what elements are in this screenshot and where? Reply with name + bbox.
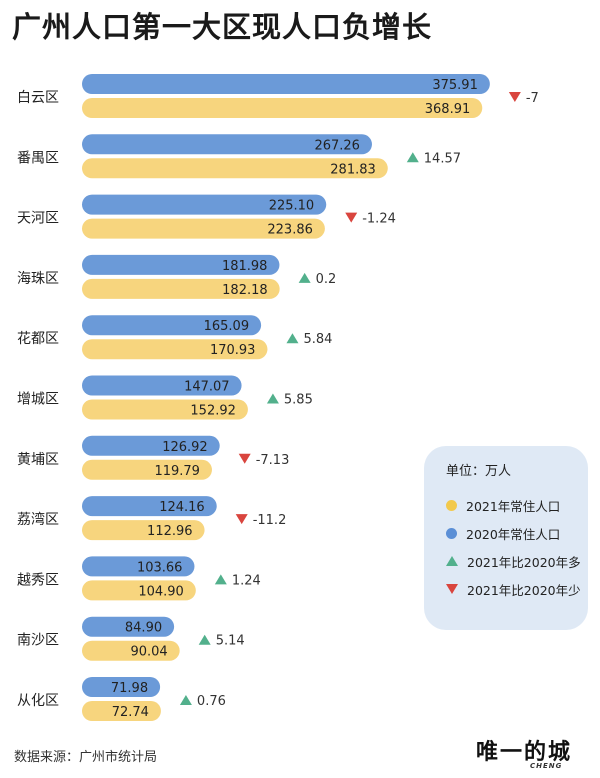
legend-label: 2020年常住人口 [466, 526, 561, 542]
bar-2021 [82, 278, 280, 299]
triangle-down-icon [508, 92, 521, 102]
bar-2021 [82, 339, 268, 360]
value-label: 281.83 [330, 162, 376, 177]
category-label: 天河区 [17, 211, 59, 227]
value-label: 181.98 [222, 259, 268, 274]
value-label: 90.04 [130, 645, 167, 660]
legend-item-increase: 2021年比2020年多 [446, 547, 588, 575]
category-label: 番禺区 [17, 150, 59, 166]
change-label: -11.2 [253, 513, 287, 528]
triangle-up-icon [266, 393, 279, 404]
legend-label: 2021年比2020年多 [467, 554, 581, 570]
triangle-up-icon [446, 556, 458, 566]
triangle-up-icon [298, 272, 311, 283]
value-label: 225.10 [269, 199, 315, 214]
bar-2020 [82, 677, 161, 697]
legend: 单位：万人 2021年常住人口 2020年常住人口 2021年比2020年多 2… [424, 446, 588, 630]
value-label: 223.86 [267, 223, 313, 238]
bar-2020 [82, 315, 262, 336]
change-label: -1.24 [362, 212, 396, 227]
bar-2021 [82, 98, 483, 118]
change-label: 14.57 [424, 151, 461, 166]
bar-2021 [82, 701, 161, 721]
bar-2021 [82, 158, 388, 179]
triangle-up-icon [179, 695, 192, 705]
change-label: -7 [526, 91, 539, 106]
triangle-down-icon [235, 514, 248, 525]
bar-2020 [82, 556, 195, 577]
category-label: 花都区 [17, 331, 59, 347]
data-source: 数据来源：广州市统计局 [14, 750, 158, 765]
value-label: 147.07 [184, 380, 230, 395]
legend-label: 2021年常住人口 [466, 498, 561, 514]
chart-title: 广州人口第一大区现人口负增长 [12, 10, 433, 44]
value-label: 375.91 [432, 78, 478, 93]
triangle-down-icon [238, 453, 251, 464]
category-label: 南沙区 [17, 633, 59, 649]
bar-2020 [82, 74, 490, 94]
brand-logo: 唯一的城 [476, 740, 573, 765]
value-label: 119.79 [154, 464, 200, 479]
bar-2021 [82, 399, 248, 420]
legend-item-2021: 2021年常住人口 [446, 491, 588, 519]
triangle-down-icon [345, 212, 358, 223]
brand-logo-sub: CHENG [530, 762, 563, 770]
value-label: 124.16 [159, 500, 205, 515]
change-label: 1.24 [232, 573, 261, 588]
category-label: 从化区 [17, 693, 59, 709]
value-label: 267.26 [314, 138, 360, 153]
value-label: 103.66 [137, 560, 183, 575]
change-label: 0.76 [197, 694, 226, 709]
category-label: 白云区 [17, 90, 59, 106]
category-label: 海珠区 [17, 271, 59, 287]
value-label: 84.90 [125, 621, 162, 636]
bar-2020 [82, 134, 372, 155]
bar-2021 [82, 580, 196, 601]
bar-2021 [82, 640, 180, 661]
legend-dot-2020 [446, 527, 457, 539]
triangle-up-icon [214, 574, 227, 585]
bar-2020 [82, 435, 220, 456]
change-label: 5.14 [216, 634, 245, 649]
triangle-down-icon [446, 584, 458, 594]
change-label: 0.2 [316, 272, 337, 287]
bar-2021 [82, 459, 212, 480]
bar-2020 [82, 194, 327, 215]
legend-item-2020: 2020年常住人口 [446, 519, 588, 547]
category-label: 荔湾区 [17, 511, 59, 528]
legend-item-decrease: 2021年比2020年少 [446, 575, 588, 603]
legend-dot-2021 [446, 499, 457, 511]
value-label: 112.96 [147, 524, 193, 539]
triangle-up-icon [286, 333, 299, 344]
bar-chart: 白云区 375.91 368.91 -7 番禺区 267.26 281.83 14.57 天河区… [17, 74, 539, 721]
legend-unit: 单位：万人 [446, 464, 512, 479]
category-label: 越秀区 [17, 572, 59, 588]
value-label: 170.93 [210, 343, 256, 358]
value-label: 72.74 [112, 705, 149, 720]
bar-2021 [82, 520, 205, 541]
value-label: 182.18 [222, 283, 268, 298]
value-label: 126.92 [162, 440, 208, 455]
change-label: 5.85 [284, 393, 313, 408]
value-label: 71.98 [111, 681, 148, 696]
bar-2020 [82, 496, 217, 517]
category-label: 增城区 [17, 392, 59, 408]
bar-2020 [82, 375, 242, 396]
bar-2020 [82, 616, 175, 637]
legend-label: 2021年比2020年少 [467, 582, 581, 598]
value-label: 152.92 [190, 404, 236, 419]
bar-2020 [82, 254, 280, 275]
change-label: -7.13 [256, 453, 290, 468]
value-label: 104.90 [138, 584, 184, 599]
category-label: 黄埔区 [17, 451, 59, 468]
bar-2021 [82, 218, 325, 239]
change-label: 5.84 [303, 332, 332, 347]
value-label: 165.09 [204, 319, 250, 334]
triangle-up-icon [406, 152, 419, 163]
value-label: 368.91 [425, 102, 471, 117]
triangle-up-icon [198, 634, 211, 645]
